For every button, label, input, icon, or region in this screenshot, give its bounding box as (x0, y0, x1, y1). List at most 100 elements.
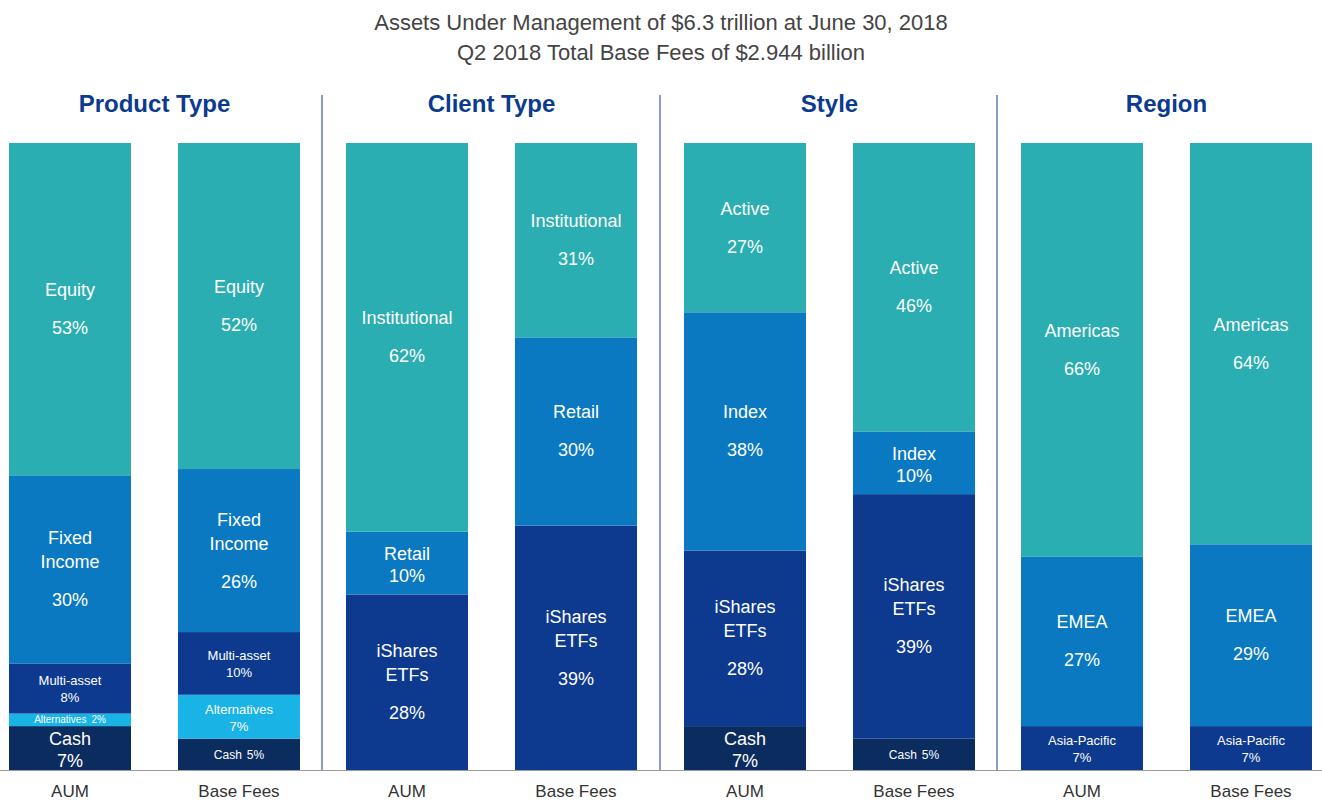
data-label: 52% (221, 315, 257, 335)
data-label: 10% (896, 466, 932, 486)
data-label: 7% (57, 751, 83, 771)
segment-name: Alternatives (205, 702, 273, 717)
segment-name: Retail (384, 544, 430, 564)
data-label: 64% (1233, 353, 1269, 373)
segment-label: Cash 5% (889, 748, 940, 762)
segment-name: Americas (1044, 321, 1119, 341)
segment-name: Asia-Pacific (1217, 733, 1285, 748)
segment-name: EMEA (1225, 606, 1276, 626)
bar-segment (1190, 143, 1312, 544)
segment-name: Institutional (530, 211, 621, 231)
bar-segment (9, 475, 131, 663)
bar-segment (1190, 544, 1312, 726)
segment-name: Multi-asset (208, 648, 271, 663)
bar-segment (178, 632, 300, 695)
chart-svg: Assets Under Management of $6.3 trillion… (0, 0, 1322, 805)
segment-name: Cash (214, 748, 242, 762)
segment-name: iSharesETFs (883, 575, 944, 619)
data-label: 53% (52, 318, 88, 338)
segment-name: Cash (889, 748, 917, 762)
bar-segment (1190, 726, 1312, 770)
segment-name: Institutional (361, 308, 452, 328)
data-label: 39% (558, 669, 594, 689)
data-label: 46% (896, 296, 932, 316)
x-tick-label: AUM (51, 782, 89, 801)
data-label: 30% (52, 590, 88, 610)
x-tick-label: AUM (726, 782, 764, 801)
segment-name: Equity (45, 280, 95, 300)
bar-group (684, 143, 975, 770)
panel-title: Client Type (428, 90, 556, 117)
bar-segment (9, 714, 131, 727)
chart-title: Assets Under Management of $6.3 trillion… (374, 10, 948, 35)
bar-segment (9, 143, 131, 475)
segment-name: iSharesETFs (376, 641, 437, 685)
bar-segment (684, 312, 806, 550)
panel-title: Region (1126, 90, 1207, 117)
segment-label: Cash5% (214, 748, 265, 762)
data-label: 7% (1242, 750, 1261, 765)
bar-segment (178, 469, 300, 632)
data-label: 7% (1073, 750, 1092, 765)
segment-name: Alternatives (34, 714, 86, 725)
x-tick-label: Base Fees (1210, 782, 1291, 801)
data-label: 28% (727, 659, 763, 679)
data-label: 39% (896, 637, 932, 657)
data-label: 26% (221, 572, 257, 592)
bar-segment (178, 143, 300, 469)
data-label: 62% (389, 346, 425, 366)
segment-name: Multi-asset (39, 673, 102, 688)
data-label: 8% (61, 690, 80, 705)
segment-name: Americas (1213, 315, 1288, 335)
data-label: 7% (230, 719, 249, 734)
label-group: Cash7%Alternatives2%Multi-asset8%FixedIn… (34, 277, 273, 771)
panel-divider (322, 95, 323, 770)
data-label: 29% (1233, 644, 1269, 664)
data-label: 2% (91, 714, 106, 725)
x-tick-label: Base Fees (873, 782, 954, 801)
bar-segment (515, 143, 637, 337)
data-label: 27% (727, 237, 763, 257)
segment-name: Cash (49, 729, 91, 749)
bar-segment (178, 739, 300, 770)
data-label: 31% (558, 249, 594, 269)
data-label: 7% (732, 751, 758, 771)
bar-segment (515, 525, 637, 770)
label-group: Asia-Pacific7%EMEA27%Americas66%Asia-Pac… (1044, 315, 1288, 765)
segment-name: Equity (214, 277, 264, 297)
data-label: 27% (1064, 650, 1100, 670)
bar-segment (853, 494, 975, 739)
panel-divider (660, 95, 661, 770)
segment-label: Alternatives 2% (34, 714, 106, 725)
bar-group (346, 143, 637, 770)
segment-name: Index (892, 444, 936, 464)
label-group: iSharesETFs28%Retail10%Institutional62%i… (361, 211, 621, 723)
segment-name: FixedIncome (209, 510, 268, 554)
data-label: 28% (389, 703, 425, 723)
label-group: Cash7%iSharesETFs28%Index38%Active27%Cas… (714, 199, 944, 771)
data-label: 30% (558, 440, 594, 460)
data-label: 5% (922, 748, 940, 762)
segment-name: Cash (724, 729, 766, 749)
panel-title: Style (801, 90, 858, 117)
bar-segment (684, 143, 806, 312)
panel-title: Product Type (79, 90, 231, 117)
segment-name: Asia-Pacific (1048, 733, 1116, 748)
baseline (0, 770, 1322, 771)
segment-name: Active (720, 199, 769, 219)
segment-name: FixedIncome (40, 528, 99, 572)
bar-group (9, 143, 300, 770)
segment-name: iSharesETFs (545, 607, 606, 651)
x-tick-label: Base Fees (535, 782, 616, 801)
chart-root: Assets Under Management of $6.3 trillion… (0, 0, 1322, 805)
bar-segment (1021, 143, 1143, 557)
bar-segment (1021, 726, 1143, 770)
segment-name: Active (889, 258, 938, 278)
bar-segment (178, 695, 300, 739)
bar-segment (1021, 557, 1143, 726)
bar-segment (853, 143, 975, 431)
bar-segment (853, 739, 975, 770)
x-tick-label: AUM (388, 782, 426, 801)
chart-subtitle: Q2 2018 Total Base Fees of $2.944 billio… (457, 40, 865, 65)
segment-name: Index (723, 402, 767, 422)
